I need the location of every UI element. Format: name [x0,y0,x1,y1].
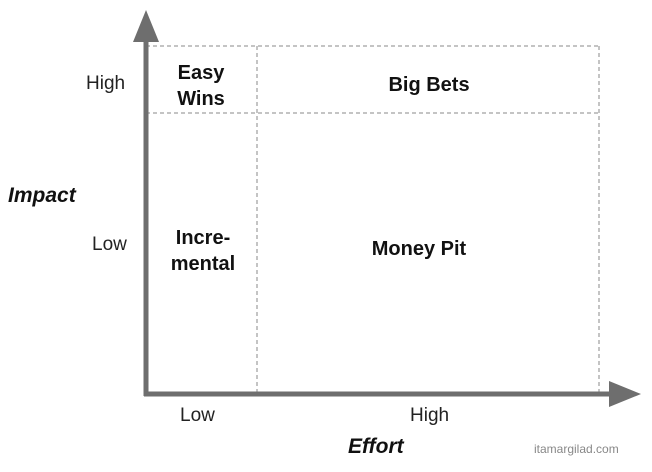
quadrant-big-bets: Big Bets [388,74,470,96]
y-axis-title: Impact [8,184,76,207]
quadrant-incremental-line1: Incre- [175,227,231,249]
watermark: itamargilad.com [534,442,619,456]
quadrant-easy-wins-line2: Wins [177,88,225,110]
y-tick-low: Low [92,234,127,255]
x-axis-title: Effort [348,435,404,458]
quadrant-easy-wins-line1: Easy [177,62,225,84]
quadrant-money-pit: Money Pit [371,238,467,260]
quadrant-incremental-line2: mental [170,253,236,275]
quadrant-incremental: Incre- mental [150,225,256,277]
y-tick-high: High [86,73,126,94]
quadrant-easy-wins: Easy Wins [150,60,252,112]
dashed-grid [146,45,601,392]
y-axis-arrow-icon [133,10,159,42]
x-axis-arrow-icon [609,381,641,407]
x-tick-high: High [410,405,450,426]
x-tick-low: Low [180,405,215,426]
